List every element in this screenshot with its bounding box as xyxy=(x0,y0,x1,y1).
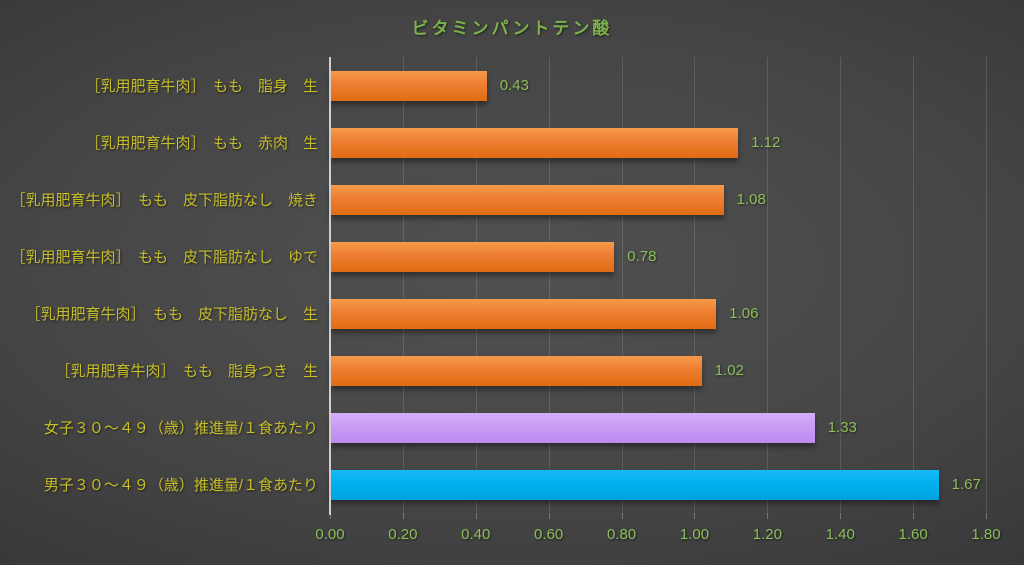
y-axis-line xyxy=(329,57,331,515)
category-label: ［乳用肥育牛肉］ もも 脂身つき 生 xyxy=(55,363,318,380)
x-axis-tick xyxy=(475,513,477,519)
bar-orange xyxy=(330,242,615,272)
gridline xyxy=(986,57,987,513)
gridline xyxy=(402,57,404,513)
bar-orange xyxy=(330,128,739,158)
value-label: 1.08 xyxy=(736,191,766,208)
x-axis-tick-label: 0.80 xyxy=(606,526,637,543)
value-label: 1.12 xyxy=(751,134,781,151)
gridline xyxy=(694,57,696,513)
category-label: ［乳用肥育牛肉］ もも 皮下脂肪なし 焼き xyxy=(10,192,318,209)
bar-purple xyxy=(330,413,815,443)
value-label: 1.67 xyxy=(951,476,981,493)
x-axis-tick xyxy=(840,513,842,519)
value-label: 1.02 xyxy=(714,362,744,379)
x-axis-tick xyxy=(621,513,623,519)
value-label: 0.43 xyxy=(499,77,529,94)
category-label: ［乳用肥育牛肉］ もも 皮下脂肪なし 生 xyxy=(25,306,318,323)
bar-orange xyxy=(330,299,717,329)
gridline xyxy=(475,57,477,513)
category-label: ［乳用肥育牛肉］ もも 赤肉 生 xyxy=(85,135,318,152)
x-axis-tick-label: 1.20 xyxy=(752,526,782,543)
value-label: 1.06 xyxy=(729,305,759,322)
gridline xyxy=(840,57,842,513)
value-label: 0.78 xyxy=(627,248,657,265)
x-axis-tick xyxy=(694,513,696,519)
bar-blue xyxy=(330,470,939,500)
category-label: ［乳用肥育牛肉］ もも 皮下脂肪なし ゆで xyxy=(10,249,318,266)
bar-orange xyxy=(330,356,702,386)
x-axis-tick-label: 1.80 xyxy=(971,526,1001,543)
gridline xyxy=(621,57,623,513)
gridline xyxy=(767,57,769,513)
x-axis-tick xyxy=(330,513,331,519)
x-axis-tick xyxy=(986,513,987,519)
gridline xyxy=(913,57,915,513)
x-axis-tick-label: 1.40 xyxy=(825,526,855,543)
bar-orange xyxy=(330,185,724,215)
x-axis-tick-label: 0.20 xyxy=(388,526,418,543)
chart-title: ビタミンパントテン酸 xyxy=(411,19,613,38)
category-label: 男子３０～４９（歳）推進量/１食あたり xyxy=(43,477,318,494)
x-axis-tick-label: 0.00 xyxy=(315,526,345,543)
category-label: ［乳用肥育牛肉］ もも 脂身 生 xyxy=(85,78,318,95)
gridline xyxy=(548,57,550,513)
x-axis-tick xyxy=(402,513,404,519)
x-axis-tick xyxy=(767,513,769,519)
plot-area: 0.43 1.12 1.08 0.78 1.06 1.02 1.33 1.67 xyxy=(329,57,987,519)
x-axis-tick xyxy=(913,513,915,519)
x-axis-tick-label: 0.60 xyxy=(534,526,564,543)
bar-orange xyxy=(330,71,487,101)
x-axis-tick-label: 1.60 xyxy=(898,526,928,543)
category-axis: ［乳用肥育牛肉］ もも 脂身 生 ［乳用肥育牛肉］ もも 赤肉 生 ［乳用肥育牛肉］… xyxy=(0,57,318,513)
x-axis-tick-label: 0.40 xyxy=(461,526,491,543)
category-label: 女子３０～４９（歳）推進量/１食あたり xyxy=(43,420,318,437)
value-label: 1.33 xyxy=(827,419,857,436)
x-axis: 0.00 0.20 0.40 0.60 0.80 1.00 1.20 1.40 1.60 1.80 xyxy=(315,526,1000,548)
x-axis-tick-label: 1.00 xyxy=(679,526,710,543)
x-axis-tick xyxy=(548,513,550,519)
